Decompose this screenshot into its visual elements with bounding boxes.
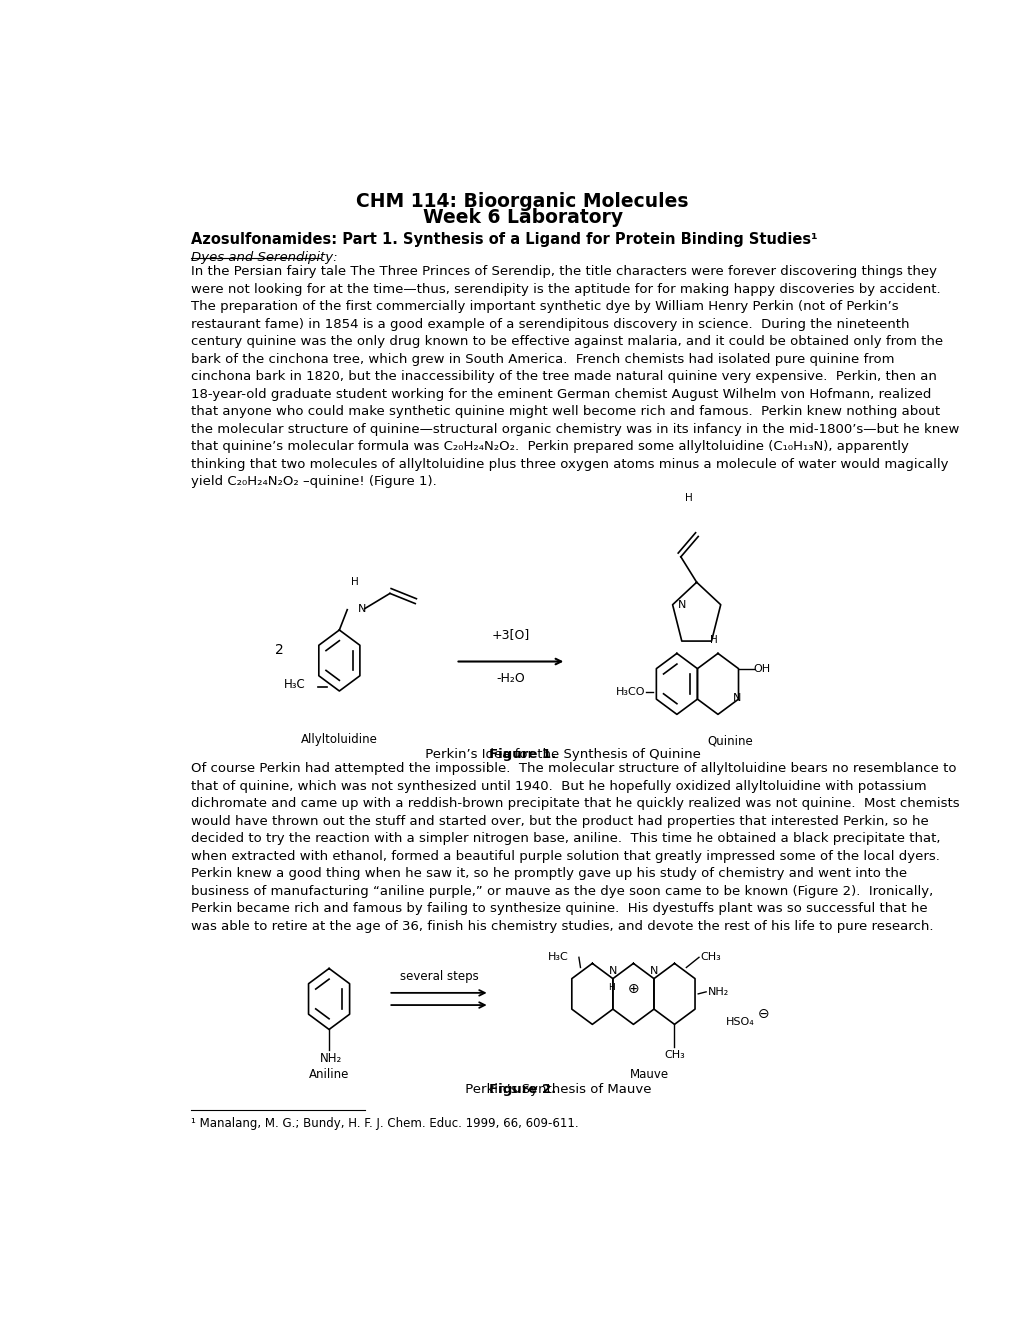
Text: Perkin’s Synthesis of Mauve: Perkin’s Synthesis of Mauve <box>461 1084 650 1097</box>
Text: HSO₄: HSO₄ <box>726 1018 754 1027</box>
Text: Azosulfonamides: Part 1. Synthesis of a Ligand for Protein Binding Studies¹: Azosulfonamides: Part 1. Synthesis of a … <box>191 231 816 247</box>
Text: Figure 2.: Figure 2. <box>489 1084 555 1097</box>
Text: Allyltoluidine: Allyltoluidine <box>301 733 377 746</box>
Text: N: N <box>678 599 686 610</box>
Text: OH: OH <box>753 664 770 673</box>
Text: +3[O]: +3[O] <box>491 628 530 642</box>
Text: H: H <box>607 983 614 991</box>
Text: CH₃: CH₃ <box>700 952 720 962</box>
Text: CH₃: CH₃ <box>663 1049 684 1060</box>
Text: Perkin’s Idea for the Synthesis of Quinine: Perkin’s Idea for the Synthesis of Quini… <box>421 748 700 760</box>
Text: NH₂: NH₂ <box>320 1052 342 1065</box>
Text: H₃CO: H₃CO <box>615 686 645 697</box>
Text: Quinine: Quinine <box>706 735 752 747</box>
Text: Week 6 Laboratory: Week 6 Laboratory <box>422 209 623 227</box>
Text: Dyes and Serendipity:: Dyes and Serendipity: <box>191 251 337 264</box>
Text: Of course Perkin had attempted the impossible.  The molecular structure of allyl: Of course Perkin had attempted the impos… <box>191 762 959 933</box>
Text: H: H <box>709 635 717 645</box>
Text: H₃C: H₃C <box>283 678 306 692</box>
Text: N: N <box>608 966 616 975</box>
Text: Aniline: Aniline <box>309 1068 348 1081</box>
Text: H₃C: H₃C <box>547 952 568 962</box>
Text: Mauve: Mauve <box>629 1068 668 1081</box>
Text: N: N <box>358 603 366 614</box>
Text: 2: 2 <box>275 643 283 657</box>
Text: H: H <box>351 577 359 587</box>
Text: N: N <box>732 693 740 704</box>
Text: H: H <box>684 492 692 503</box>
Text: ⊕: ⊕ <box>627 982 639 995</box>
Text: several steps: several steps <box>399 970 478 982</box>
Text: ⊖: ⊖ <box>757 1007 769 1022</box>
Text: CHM 114: Bioorganic Molecules: CHM 114: Bioorganic Molecules <box>357 191 688 211</box>
Text: Figure 1.: Figure 1. <box>489 748 555 760</box>
Text: In the Persian fairy tale The Three Princes of Serendip, the title characters we: In the Persian fairy tale The Three Prin… <box>191 265 958 488</box>
Text: -H₂O: -H₂O <box>496 672 525 685</box>
Text: N: N <box>649 966 657 975</box>
Text: ¹ Manalang, M. G.; Bundy, H. F. J. Chem. Educ. 1999, 66, 609-611.: ¹ Manalang, M. G.; Bundy, H. F. J. Chem.… <box>191 1117 578 1130</box>
Text: NH₂: NH₂ <box>707 987 729 997</box>
